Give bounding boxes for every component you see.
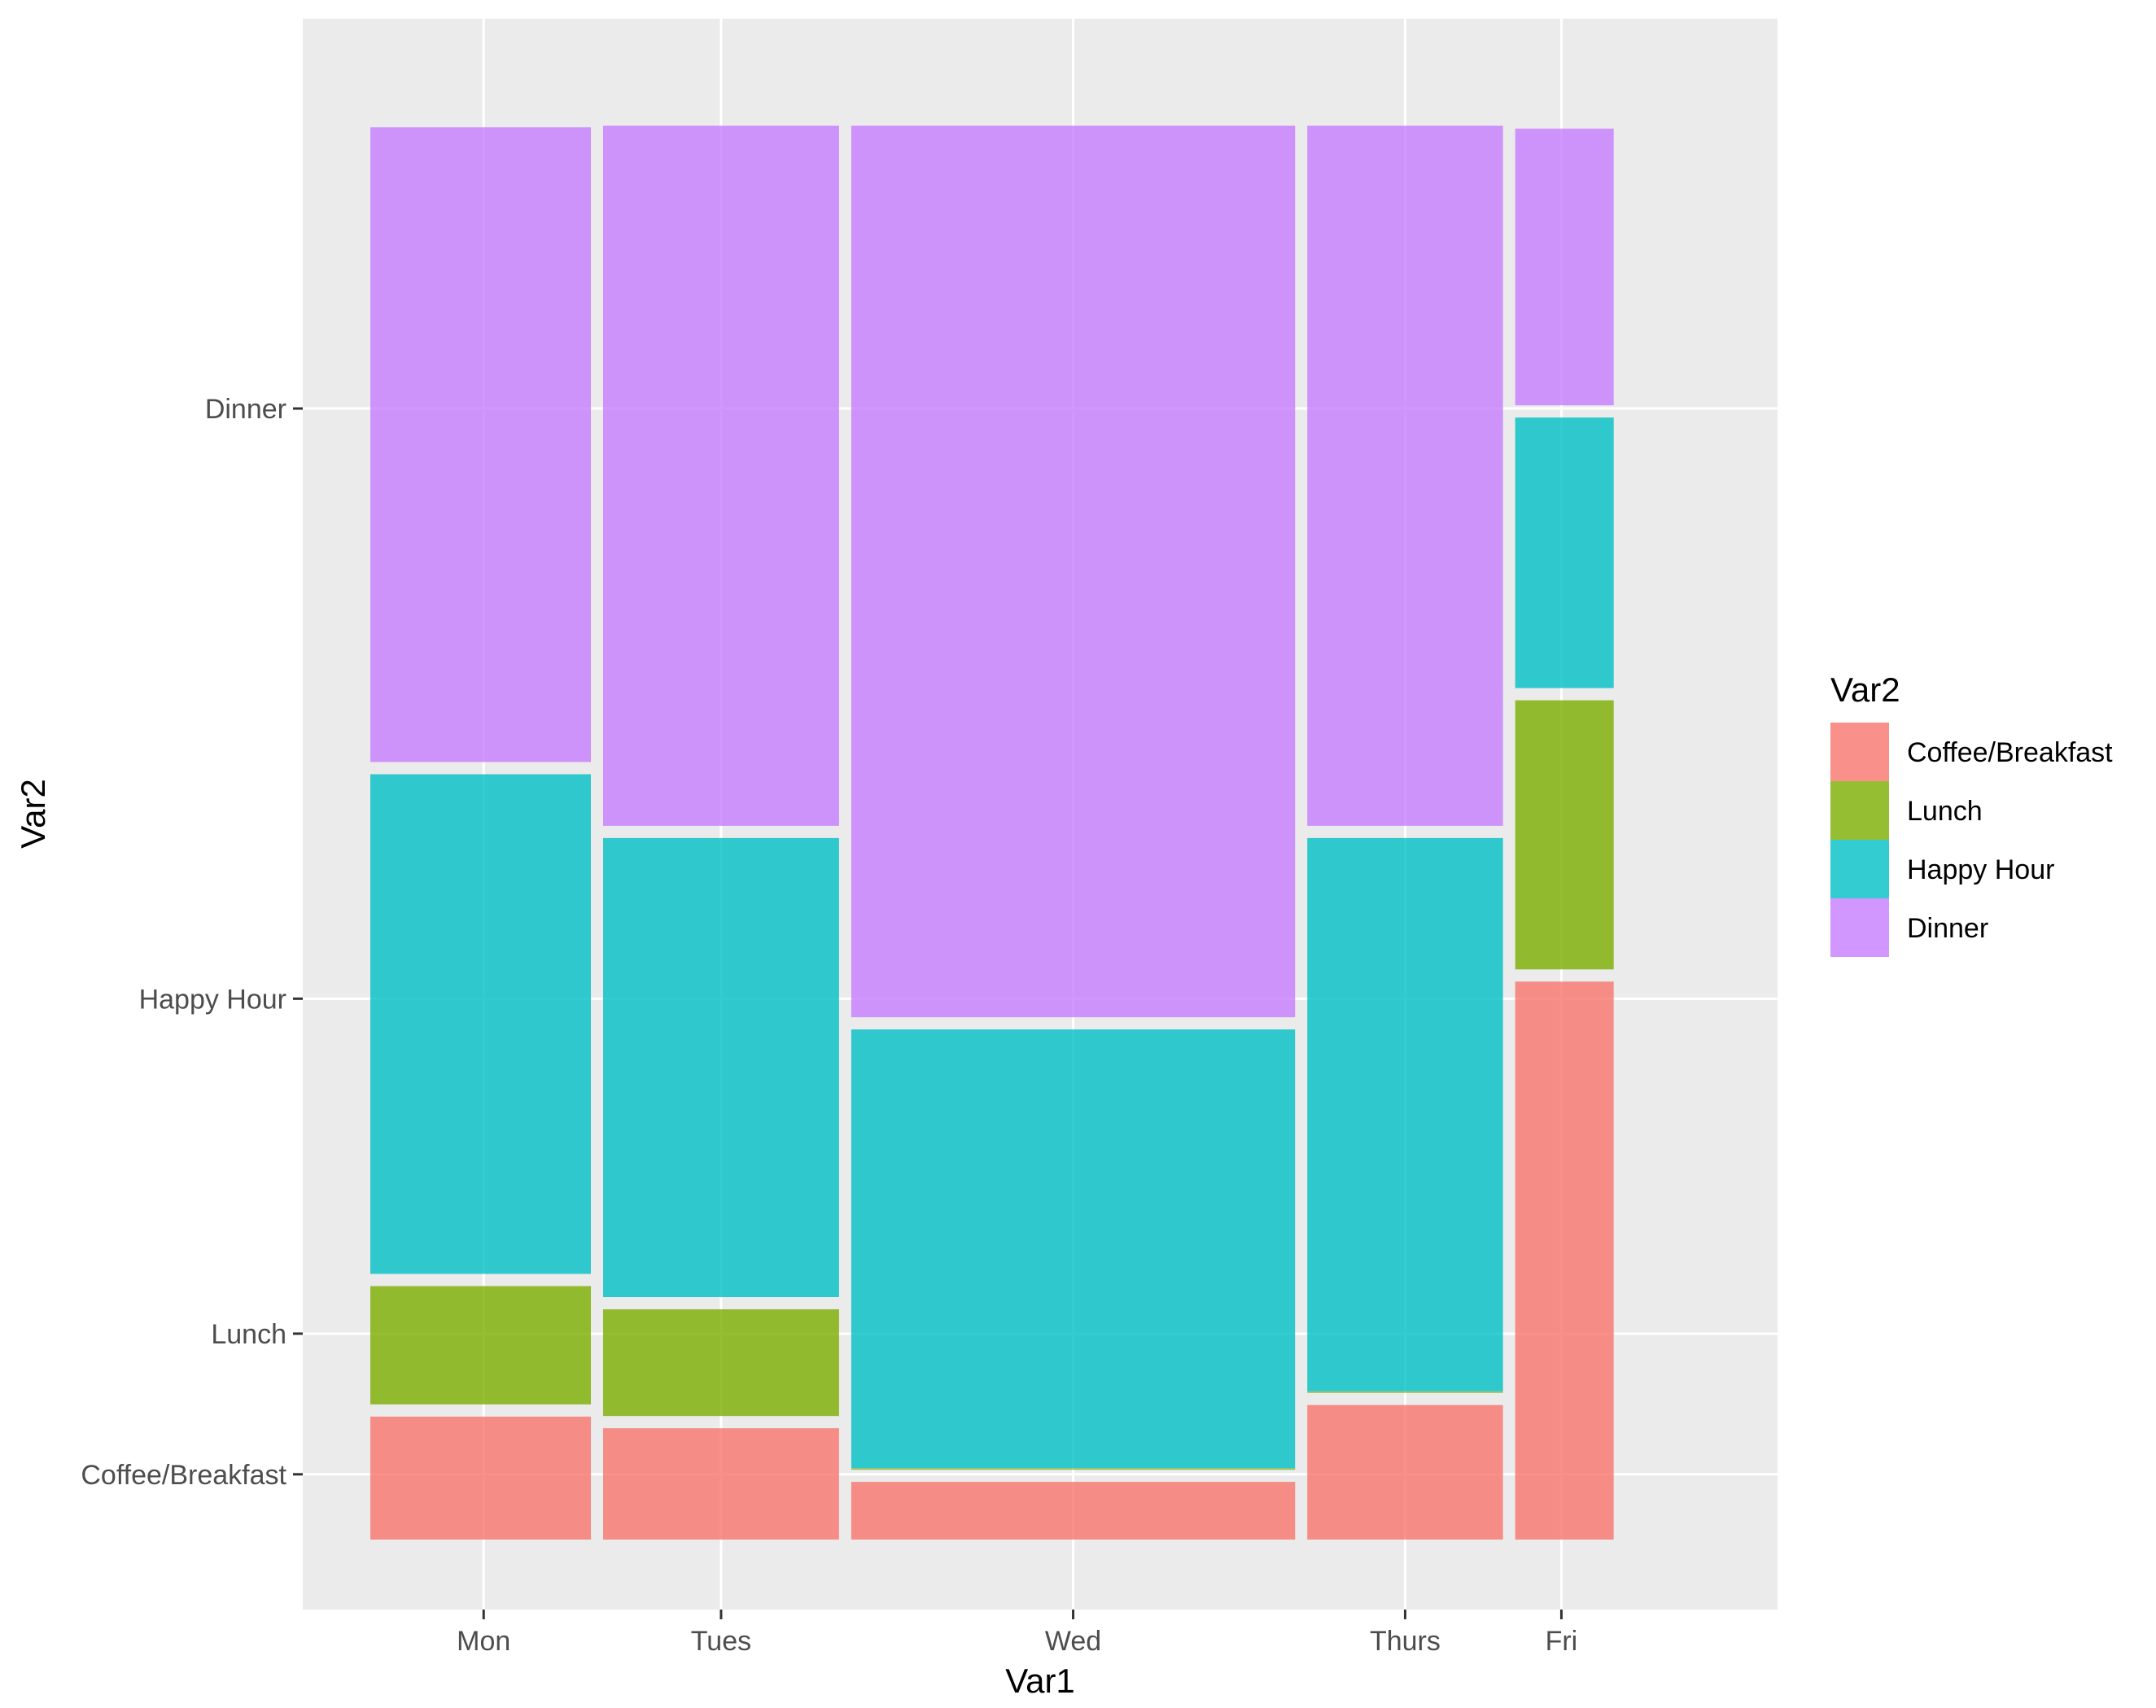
mosaic-tile: [1307, 837, 1503, 1391]
mosaic-tile: [1515, 700, 1614, 970]
legend-label: Lunch: [1907, 796, 1983, 827]
legend-key: [1830, 781, 1889, 840]
x-tick-label: Fri: [1546, 1626, 1578, 1657]
mosaic-tile: [603, 837, 839, 1298]
mosaic-tile: [1515, 129, 1614, 406]
y-axis-title: Var2: [14, 779, 52, 849]
y-tick-label: Coffee/Breakfast: [81, 1460, 286, 1491]
legend-key: [1830, 898, 1889, 957]
y-tick-label: Lunch: [211, 1319, 286, 1350]
x-axis: Mon Tues Wed Thurs Fri: [457, 1610, 1577, 1657]
legend: Var2 Coffee/Breakfast Lunch Happy Hour Dinn…: [1830, 671, 2113, 957]
mosaic-tile: [1515, 417, 1614, 688]
legend-label: Dinner: [1907, 913, 1988, 944]
x-axis-title: Var1: [1005, 1662, 1075, 1700]
mosaic-tile: [370, 127, 592, 762]
mosaic-tile: [1515, 981, 1614, 1540]
mosaic-tile: [1307, 125, 1503, 826]
x-tick-label: Thurs: [1370, 1626, 1441, 1657]
mosaic-tile: [370, 774, 592, 1274]
legend-title: Var2: [1830, 671, 1900, 709]
mosaic-tile: [1307, 1391, 1503, 1393]
x-tick-label: Wed: [1045, 1626, 1101, 1657]
x-tick-label: Tues: [691, 1626, 751, 1657]
mosaic-tile: [851, 1468, 1296, 1470]
y-tick-label: Happy Hour: [139, 984, 286, 1015]
mosaic-tile: [851, 125, 1296, 1018]
legend-key: [1830, 723, 1889, 781]
y-axis: Coffee/Breakfast Lunch Happy Hour Dinner: [81, 394, 303, 1491]
mosaic-tile: [603, 1309, 839, 1417]
mosaic-tile: [851, 1029, 1296, 1469]
mosaic-tile: [603, 125, 839, 826]
legend-label: Happy Hour: [1907, 854, 2054, 885]
legend-key: [1830, 840, 1889, 898]
y-tick-label: Dinner: [205, 394, 286, 425]
mosaic-tile: [851, 1482, 1296, 1540]
mosaic-tile: [603, 1428, 839, 1540]
x-tick-label: Mon: [457, 1626, 510, 1657]
mosaic-tile: [1307, 1404, 1503, 1540]
legend-label: Coffee/Breakfast: [1907, 737, 2113, 768]
mosaic-tiles: [370, 125, 1614, 1540]
mosaic-tile: [370, 1416, 592, 1540]
mosaic-tile: [370, 1286, 592, 1404]
